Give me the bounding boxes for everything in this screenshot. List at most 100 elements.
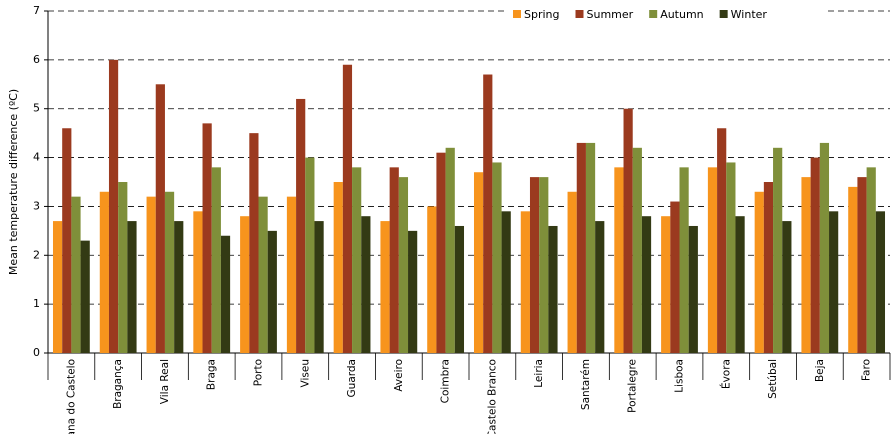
legend-swatch — [575, 10, 584, 18]
y-tick-label: 0 — [33, 346, 40, 359]
bar — [595, 221, 605, 353]
bar — [829, 211, 839, 353]
bar — [483, 74, 493, 353]
bar — [427, 206, 437, 353]
bar — [875, 211, 886, 353]
bar — [314, 221, 324, 353]
bar — [819, 142, 830, 353]
bar — [211, 167, 221, 353]
bar — [108, 59, 119, 353]
bar — [688, 225, 698, 353]
bar — [857, 177, 867, 353]
bar — [71, 196, 81, 353]
bar — [763, 182, 774, 353]
legend-label: Spring — [524, 8, 560, 21]
bar — [473, 172, 484, 353]
bar — [202, 123, 212, 353]
bar — [267, 230, 277, 353]
bar — [735, 216, 745, 353]
bar — [539, 177, 549, 353]
x-tick-label: Portalegre — [627, 359, 639, 413]
y-tick-label: 2 — [33, 248, 40, 261]
bar — [118, 182, 128, 353]
bar — [164, 191, 175, 353]
x-tick-label: Porto — [253, 359, 265, 386]
bar — [342, 64, 353, 353]
bar — [866, 167, 876, 353]
bar — [352, 167, 362, 353]
x-tick-label: Évora — [719, 359, 732, 389]
bar — [585, 142, 596, 353]
x-tick-label: Setúbal — [767, 359, 779, 399]
bar — [492, 162, 502, 353]
bar — [520, 211, 530, 353]
bar — [361, 216, 371, 353]
bar — [305, 157, 315, 353]
bar — [296, 98, 306, 353]
bar — [127, 221, 137, 353]
bar — [848, 186, 858, 353]
y-tick-label: 1 — [33, 297, 40, 310]
bar — [632, 147, 642, 353]
x-tick-label: Braga — [206, 359, 218, 390]
x-tick-label: Leiria — [533, 359, 545, 388]
x-tick-label: Viseu — [299, 359, 311, 387]
x-tick-label: Faro — [861, 359, 873, 381]
bar — [62, 128, 72, 353]
bar — [801, 177, 811, 353]
bar — [389, 167, 399, 353]
bar — [670, 201, 680, 353]
bar — [717, 128, 727, 353]
bar — [810, 157, 820, 353]
bar — [726, 162, 736, 353]
bar — [661, 216, 671, 353]
x-tick-label: Aveiro — [393, 359, 405, 392]
bar — [240, 216, 250, 353]
bar — [258, 196, 268, 353]
bar — [576, 142, 586, 353]
x-tick-label: Vila Real — [159, 359, 171, 404]
x-tick-label: Viana do Castelo — [65, 359, 77, 434]
bar — [146, 196, 156, 353]
bar — [220, 235, 231, 353]
bar — [174, 221, 184, 353]
x-tick-label: Guarda — [346, 359, 358, 397]
y-tick-label: 6 — [33, 53, 40, 66]
legend-swatch — [649, 10, 658, 18]
bar — [380, 221, 390, 353]
bar — [454, 225, 465, 353]
y-tick-label: 7 — [33, 4, 40, 17]
bar — [548, 225, 558, 353]
bar — [408, 230, 418, 353]
bar — [529, 177, 540, 353]
x-tick-label: Santarém — [580, 359, 592, 410]
bar — [623, 108, 633, 353]
bar — [641, 216, 652, 353]
bar — [614, 167, 624, 353]
legend-label: Winter — [731, 8, 768, 21]
bar — [193, 211, 203, 353]
y-tick-label: 3 — [33, 199, 40, 212]
bar — [501, 211, 511, 353]
y-axis-title: Mean temperature difference (ºC) — [7, 89, 20, 275]
legend-swatch — [513, 10, 521, 18]
bar — [99, 191, 109, 353]
x-tick-label: Bragança — [112, 359, 124, 409]
bar — [436, 152, 446, 353]
bar — [782, 221, 792, 353]
bar — [249, 133, 259, 353]
legend-label: Summer — [587, 8, 634, 21]
y-tick-label: 4 — [33, 151, 40, 164]
legend: Spring Summer Autumn Winter — [505, 3, 825, 25]
legend-box — [505, 3, 825, 25]
x-tick-label: Castelo Branco — [486, 359, 498, 434]
legend-label: Autumn — [660, 8, 703, 21]
bar — [52, 221, 63, 353]
bar — [707, 167, 718, 353]
bar — [80, 240, 90, 353]
x-tick-label: Beja — [814, 359, 826, 382]
bar — [333, 182, 343, 353]
bar — [773, 147, 783, 353]
x-tick-label: Coimbra — [440, 359, 452, 403]
